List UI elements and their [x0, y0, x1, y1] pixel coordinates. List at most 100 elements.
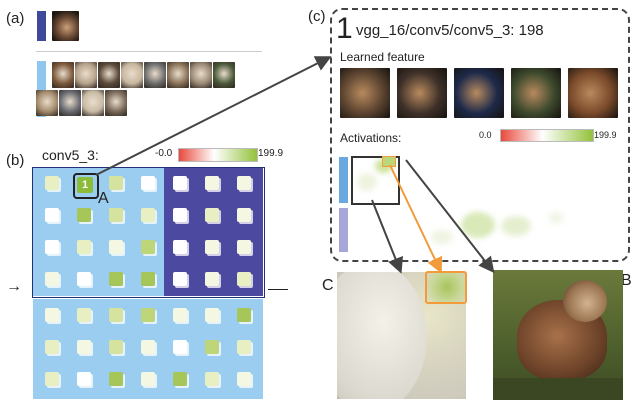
image-set-bar[interactable] [37, 61, 46, 117]
connector-arrow-icon [95, 56, 332, 176]
image-thumbnail[interactable] [121, 62, 143, 88]
activation-map-1-outline [351, 156, 400, 205]
neuron-cell[interactable] [109, 340, 123, 354]
neuron-cell[interactable] [45, 208, 59, 222]
learned-feature-image[interactable] [511, 68, 561, 118]
neuron-cell[interactable] [109, 176, 123, 190]
neuron-cell[interactable] [173, 308, 187, 322]
image-thumbnail[interactable] [105, 90, 127, 116]
neuron-cell[interactable] [141, 208, 155, 222]
panel-a-label: (a) [6, 10, 25, 27]
label-a: A [98, 190, 109, 207]
learned-feature-label: Learned feature [340, 50, 425, 64]
neuron-cell[interactable] [77, 272, 91, 286]
neuron-cell[interactable] [205, 240, 219, 254]
learned-feature-image[interactable] [340, 68, 390, 118]
neuron-cell[interactable] [205, 372, 219, 386]
divider [36, 51, 262, 52]
neuron-cell[interactable] [45, 340, 59, 354]
selected-class-bar[interactable] [37, 11, 46, 41]
neuron-cell[interactable] [109, 240, 123, 254]
selected-neuron-marker: 1 [77, 177, 93, 193]
neuron-cell[interactable] [237, 308, 251, 322]
image-thumbnail[interactable] [59, 90, 81, 116]
neuron-cell[interactable] [237, 372, 251, 386]
neuron-cell[interactable] [173, 240, 187, 254]
neuron-cell[interactable] [141, 340, 155, 354]
neuron-cell[interactable] [109, 272, 123, 286]
input-dog-image[interactable] [493, 270, 623, 400]
neuron-cell[interactable] [141, 176, 155, 190]
neuron-cell[interactable] [45, 240, 59, 254]
image-thumbnail[interactable] [144, 62, 166, 88]
neuron-cell[interactable] [77, 308, 91, 322]
neuron-cell[interactable] [77, 240, 91, 254]
detail-legend-max: 199.9 [594, 130, 617, 140]
neuron-cell[interactable] [237, 176, 251, 190]
neuron-cell[interactable] [173, 372, 187, 386]
neuron-detail-panel: 1 vgg_16/conv5/conv5_3: 198 Learned feat… [330, 8, 630, 262]
neuron-cell[interactable] [205, 308, 219, 322]
image-thumbnail[interactable] [82, 90, 104, 116]
image-thumbnail[interactable] [190, 62, 212, 88]
neuron-cell[interactable] [77, 340, 91, 354]
label-b: B [621, 272, 631, 289]
image-thumbnail[interactable] [36, 90, 58, 116]
neuron-cell[interactable] [109, 208, 123, 222]
activations-label: Activations: [340, 131, 402, 145]
neuron-cell[interactable] [173, 208, 187, 222]
neuron-cell[interactable] [237, 272, 251, 286]
neuron-cell[interactable] [141, 240, 155, 254]
learned-feature-image[interactable] [397, 68, 447, 118]
detail-legend-min: 0.0 [479, 130, 492, 140]
neuron-cell[interactable] [109, 372, 123, 386]
neuron-cell[interactable] [205, 340, 219, 354]
activation-overlay-image[interactable] [337, 272, 466, 399]
label-c: C [322, 277, 334, 294]
learned-feature-image[interactable] [454, 68, 504, 118]
neuron-cell[interactable] [173, 272, 187, 286]
activation-group-bar-1[interactable] [339, 157, 348, 203]
neuron-cell[interactable] [77, 372, 91, 386]
neuron-cell[interactable] [205, 272, 219, 286]
panel-b-label: (b) [6, 152, 25, 169]
neuron-cell[interactable] [141, 272, 155, 286]
neuron-cell[interactable] [205, 208, 219, 222]
neuron-cell[interactable] [237, 340, 251, 354]
neuron-cell[interactable] [45, 176, 59, 190]
image-thumbnail[interactable] [213, 62, 235, 88]
grid-block-border [32, 167, 265, 298]
image-thumbnail[interactable] [52, 62, 74, 88]
neuron-grid [31, 166, 265, 401]
legend-max-label: 199.9 [258, 148, 284, 159]
neuron-cell[interactable] [205, 176, 219, 190]
neuron-cell[interactable] [141, 308, 155, 322]
row-indicator-line [268, 289, 288, 290]
neuron-cell[interactable] [237, 208, 251, 222]
detail-legend-bar [500, 129, 594, 142]
activation-map-row-2 [353, 208, 613, 252]
neuron-cell[interactable] [45, 272, 59, 286]
selected-image-thumbnail[interactable] [52, 11, 79, 41]
neuron-cell[interactable] [173, 176, 187, 190]
neuron-cell[interactable] [141, 372, 155, 386]
learned-feature-image[interactable] [568, 68, 618, 118]
neuron-cell[interactable] [45, 372, 59, 386]
selected-neuron[interactable]: 1 [73, 173, 99, 199]
overlay-highlight-box [425, 271, 467, 304]
legend-min-label: -0.0 [155, 148, 173, 159]
neuron-cell[interactable] [45, 308, 59, 322]
neuron-cell[interactable] [77, 208, 91, 222]
neuron-cell[interactable] [237, 240, 251, 254]
neuron-index: 1 [336, 12, 353, 45]
image-thumbnail[interactable] [98, 62, 120, 88]
image-thumbnail[interactable] [75, 62, 97, 88]
activation-group-bar-2[interactable] [339, 208, 348, 252]
layer-name: conv5_3: [42, 147, 99, 163]
activation-hotspot [382, 156, 396, 167]
arrow-left-icon: → [6, 278, 22, 295]
neuron-cell[interactable] [173, 340, 187, 354]
image-thumbnail[interactable] [167, 62, 189, 88]
neuron-cell[interactable] [109, 308, 123, 322]
